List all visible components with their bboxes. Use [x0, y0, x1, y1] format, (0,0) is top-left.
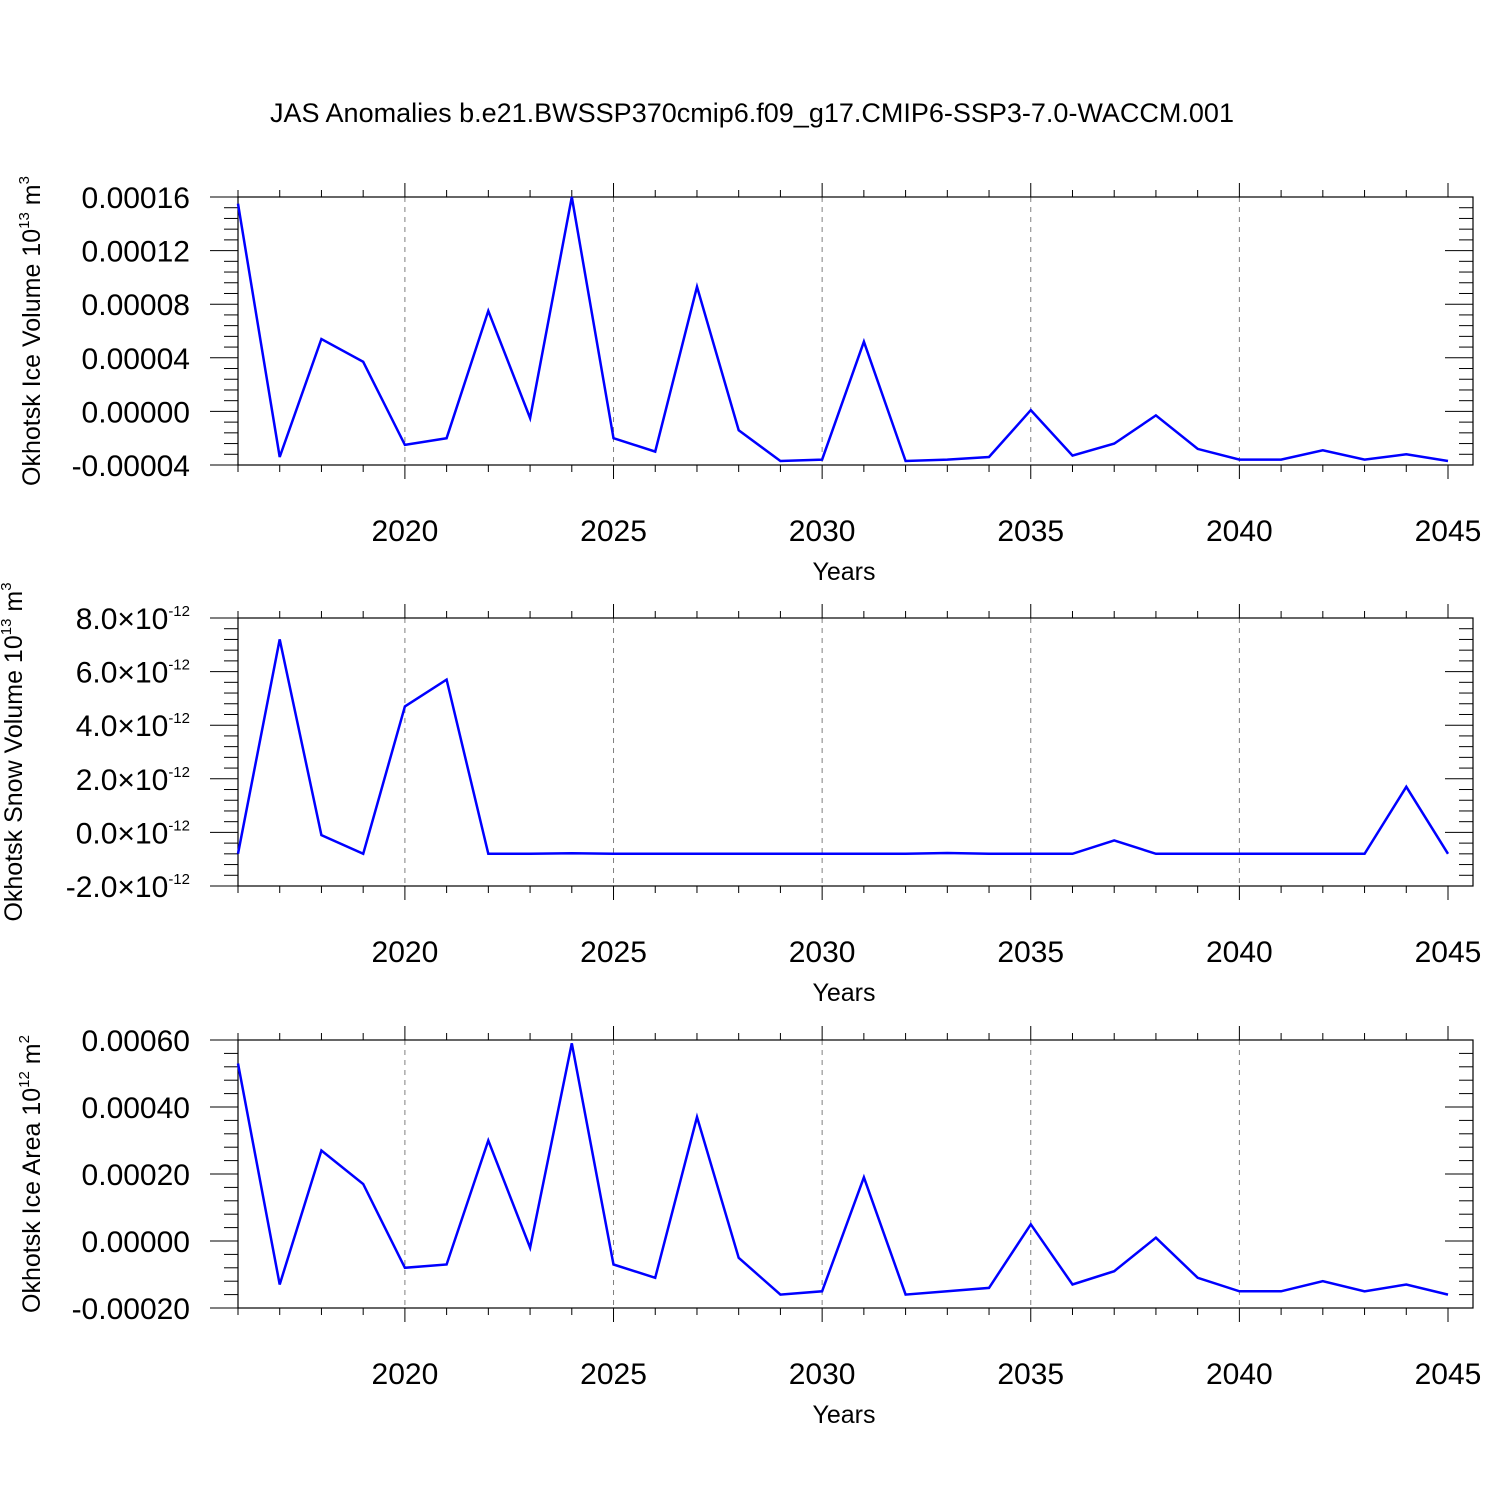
x-tick-label: 2030: [789, 515, 856, 548]
x-tick-label: 2035: [997, 515, 1064, 548]
x-tick-label: 2020: [372, 936, 439, 969]
x-tick-label: 2025: [580, 1358, 647, 1391]
series-line-1: [236, 639, 1450, 856]
y-tick-label: -0.00004: [72, 450, 190, 483]
y-tick-label: 2.0×10-12: [76, 764, 190, 797]
y-tick-label: -0.00020: [72, 1293, 190, 1326]
y-tick-label: 0.00060: [82, 1025, 190, 1058]
y-tick-label: 0.0×10-12: [76, 817, 190, 850]
x-tick-label: 2020: [372, 1358, 439, 1391]
panels: 2020 2025 2030 2035 2040 2045 Years 0.00016 0.00…: [0, 176, 1481, 1429]
x-tick-label: 2020: [372, 515, 439, 548]
y-tick-label: 0.00020: [82, 1159, 190, 1192]
plot-frame: [237, 196, 1474, 466]
x-tick-label: 2035: [997, 1358, 1064, 1391]
y-tick-label: 8.0×10-12: [76, 603, 190, 636]
chart-panel-3: 2020 2025 2030 2035 2040 2045 Years 0.00060 0.00…: [16, 1025, 1481, 1429]
series-line-1: [236, 1043, 1449, 1296]
x-tick-label: 2045: [1415, 515, 1482, 548]
x-tick-label: 2040: [1206, 1358, 1273, 1391]
x-tick-label: 2040: [1206, 515, 1273, 548]
y-tick-label: 6.0×10-12: [76, 657, 190, 690]
x-axis-label: Years: [812, 1401, 875, 1429]
y-tick-label: -2.0×10-12: [66, 871, 190, 904]
x-tick-label: 2030: [789, 1358, 856, 1391]
x-axis-label: Years: [812, 558, 875, 586]
y-tick-label: 0.00004: [82, 343, 190, 376]
chart-panel-2: 2020 2025 2030 2035 2040 2045 Years 8.0×10-12 6.…: [0, 582, 1481, 1007]
y-tick-label: 0.00016: [82, 182, 190, 215]
y-tick-label: 0.00008: [82, 289, 190, 322]
y-axis-label: Okhotsk Ice Volume 1013 m3: [16, 176, 46, 486]
y-tick-label: 0.00040: [82, 1092, 190, 1125]
y-tick-label: 4.0×10-12: [76, 710, 190, 743]
y-axis-label: Okhotsk Snow Volume 1013 m3: [0, 582, 28, 921]
series-line-1: [236, 196, 1449, 463]
x-tick-label: 2040: [1206, 936, 1273, 969]
x-tick-label: 2025: [580, 936, 647, 969]
y-axis-label: Okhotsk Ice Area 1012 m2: [16, 1035, 46, 1313]
x-tick-label: 2045: [1415, 1358, 1482, 1391]
x-tick-label: 2035: [997, 936, 1064, 969]
y-tick-label: 0.00000: [82, 1226, 190, 1259]
x-tick-label: 2045: [1415, 936, 1482, 969]
x-axis-label: Years: [812, 979, 875, 1007]
y-tick-label: 0.00012: [82, 236, 190, 269]
chart-panel-1: 2020 2025 2030 2035 2040 2045 Years 0.00016 0.00…: [16, 176, 1481, 586]
figure-title: JAS Anomalies b.e21.BWSSP370cmip6.f09_g1…: [270, 98, 1234, 128]
y-tick-label: 0.00000: [82, 396, 190, 429]
plot-frame: [237, 617, 1474, 887]
x-tick-label: 2030: [789, 936, 856, 969]
plot-frame: [237, 1039, 1474, 1309]
x-tick-label: 2025: [580, 515, 647, 548]
